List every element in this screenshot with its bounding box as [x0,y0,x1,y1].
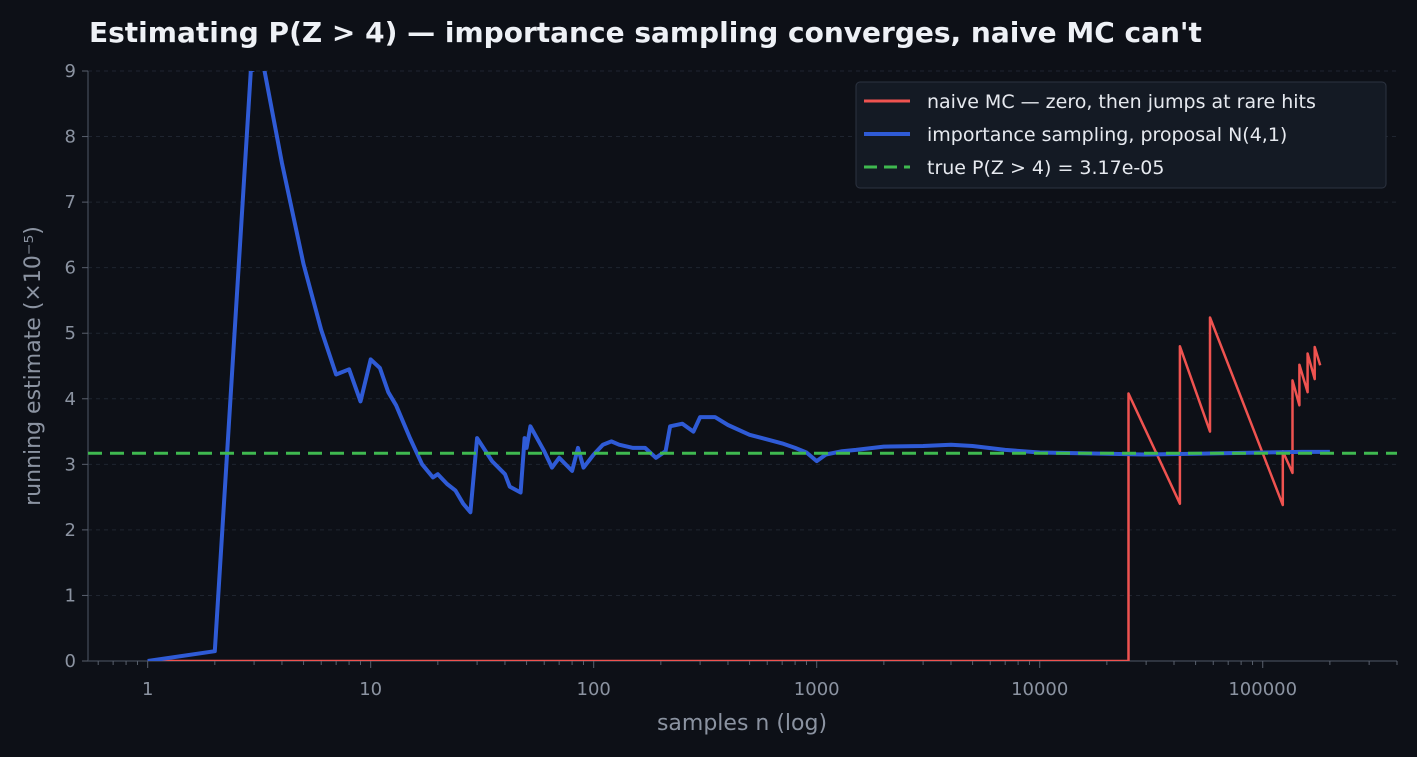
y-tick-label: 7 [65,192,76,213]
y-tick-label: 9 [65,61,76,82]
x-tick-label: 10 [359,679,382,700]
legend-label-naive-mc: naive MC — zero, then jumps at rare hits [927,91,1316,113]
legend-label-importance-sampling: importance sampling, proposal N(4,1) [927,124,1287,146]
x-tick-label: 100 [577,679,611,700]
series-line-naive-mc [147,316,1322,661]
y-tick-label: 8 [65,127,76,148]
x-axis-ticks: 1 10 100 1000 10000 100000 [97,661,1398,700]
y-tick-label: 0 [65,651,76,672]
chart-title: Estimating P(Z > 4) — importance samplin… [89,16,1202,49]
y-axis-ticks: 0 1 2 3 4 5 6 7 8 9 [65,61,88,672]
x-axis-label: samples n (log) [657,711,827,736]
legend: naive MC — zero, then jumps at rare hits… [855,81,1387,189]
y-tick-label: 3 [65,454,76,475]
series-line-importance-sampling [147,71,1330,661]
x-tick-label: 1000 [794,679,840,700]
x-tick-label: 10000 [1011,679,1068,700]
plot-area [88,71,1397,661]
x-tick-label: 1 [142,679,153,700]
y-tick-label: 2 [65,520,76,541]
y-tick-label: 5 [65,323,76,344]
y-tick-label: 1 [65,585,76,606]
y-axis-label: running estimate (×10⁻⁵) [21,226,46,506]
legend-box [855,81,1387,189]
x-tick-label: 100000 [1228,679,1297,700]
legend-label-true-value: true P(Z > 4) = 3.17e-05 [927,157,1164,179]
y-tick-label: 4 [65,389,76,410]
y-tick-label: 6 [65,258,76,279]
